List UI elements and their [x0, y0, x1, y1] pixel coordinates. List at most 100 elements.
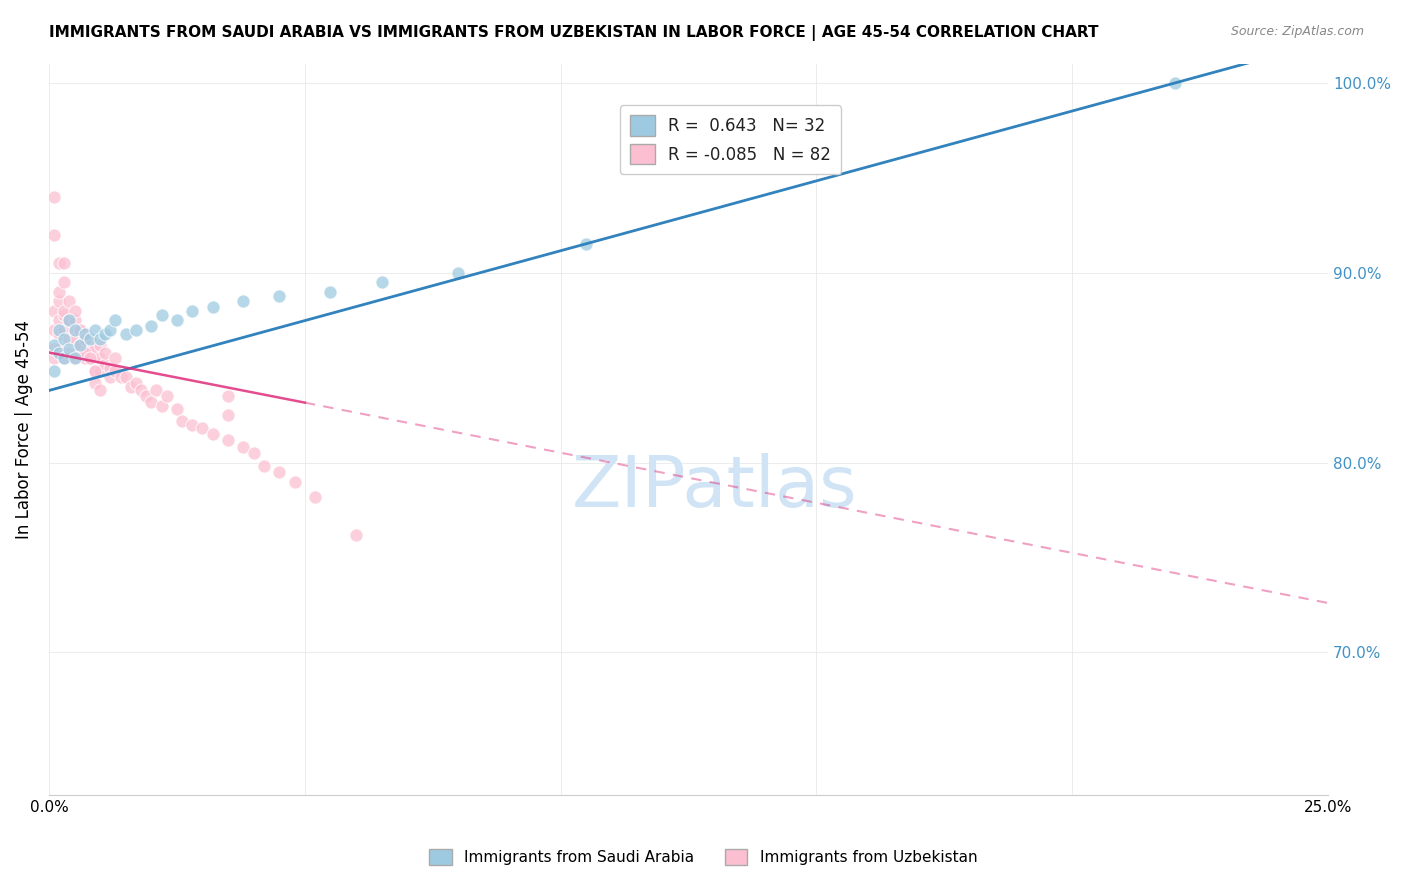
Point	[89, 364, 111, 378]
Point	[53, 303, 76, 318]
Point	[79, 342, 101, 356]
Text: Source: ZipAtlas.com: Source: ZipAtlas.com	[1230, 25, 1364, 38]
Point	[42, 364, 65, 378]
Y-axis label: In Labor Force | Age 45-54: In Labor Force | Age 45-54	[15, 320, 32, 539]
Point	[53, 351, 76, 366]
Point	[53, 308, 76, 322]
Point	[42, 227, 65, 242]
Point	[170, 414, 193, 428]
Point	[79, 351, 101, 366]
Point	[135, 389, 157, 403]
Point	[58, 294, 80, 309]
Point	[73, 345, 96, 359]
Point	[232, 294, 254, 309]
Point	[69, 323, 91, 337]
Point	[284, 475, 307, 489]
Point	[69, 338, 91, 352]
Point	[79, 332, 101, 346]
Point	[575, 237, 598, 252]
Point	[370, 275, 392, 289]
Point	[100, 360, 122, 375]
Point	[48, 345, 70, 359]
Point	[145, 384, 167, 398]
Point	[73, 326, 96, 341]
Point	[42, 190, 65, 204]
Point	[84, 364, 107, 378]
Point	[63, 323, 86, 337]
Point	[120, 379, 142, 393]
Point	[84, 351, 107, 366]
Point	[48, 326, 70, 341]
Text: IMMIGRANTS FROM SAUDI ARABIA VS IMMIGRANTS FROM UZBEKISTAN IN LABOR FORCE | AGE : IMMIGRANTS FROM SAUDI ARABIA VS IMMIGRAN…	[49, 25, 1098, 41]
Point	[94, 345, 117, 359]
Point	[53, 275, 76, 289]
Point	[79, 351, 101, 366]
Point	[84, 376, 107, 390]
Point	[100, 323, 122, 337]
Point	[58, 313, 80, 327]
Point	[150, 308, 173, 322]
Text: ZIPatlas: ZIPatlas	[571, 453, 856, 523]
Point	[58, 313, 80, 327]
Point	[114, 326, 136, 341]
Point	[94, 357, 117, 371]
Point	[1163, 76, 1185, 90]
Point	[156, 389, 179, 403]
Point	[42, 342, 65, 356]
Point	[104, 364, 127, 378]
Point	[104, 351, 127, 366]
Point	[42, 323, 65, 337]
Point	[181, 303, 204, 318]
Point	[129, 384, 152, 398]
Point	[73, 332, 96, 346]
Legend: R =  0.643   N= 32, R = -0.085   N = 82: R = 0.643 N= 32, R = -0.085 N = 82	[620, 105, 841, 174]
Point	[269, 288, 291, 302]
Point	[242, 446, 264, 460]
Point	[141, 395, 163, 409]
Point	[100, 370, 122, 384]
Point	[58, 313, 80, 327]
Point	[73, 338, 96, 352]
Point	[201, 427, 224, 442]
Point	[79, 332, 101, 346]
Point	[125, 376, 148, 390]
Point	[89, 384, 111, 398]
Point	[89, 351, 111, 366]
Point	[48, 323, 70, 337]
Point	[42, 351, 65, 366]
Point	[110, 370, 132, 384]
Point	[48, 294, 70, 309]
Point	[94, 326, 117, 341]
Point	[166, 402, 188, 417]
Point	[84, 323, 107, 337]
Point	[58, 332, 80, 346]
Point	[53, 256, 76, 270]
Point	[344, 527, 367, 541]
Point	[253, 459, 276, 474]
Point	[63, 332, 86, 346]
Point	[53, 351, 76, 366]
Point	[181, 417, 204, 432]
Point	[73, 326, 96, 341]
Point	[217, 389, 239, 403]
Point	[89, 338, 111, 352]
Point	[447, 266, 470, 280]
Point	[58, 342, 80, 356]
Point	[73, 351, 96, 366]
Point	[63, 323, 86, 337]
Point	[58, 345, 80, 359]
Point	[201, 300, 224, 314]
Point	[48, 285, 70, 299]
Point	[69, 338, 91, 352]
Point	[53, 332, 76, 346]
Point	[69, 345, 91, 359]
Point	[84, 342, 107, 356]
Point	[63, 351, 86, 366]
Point	[69, 338, 91, 352]
Point	[63, 313, 86, 327]
Point	[63, 303, 86, 318]
Point	[150, 399, 173, 413]
Point	[89, 332, 111, 346]
Point	[84, 364, 107, 378]
Point	[304, 490, 326, 504]
